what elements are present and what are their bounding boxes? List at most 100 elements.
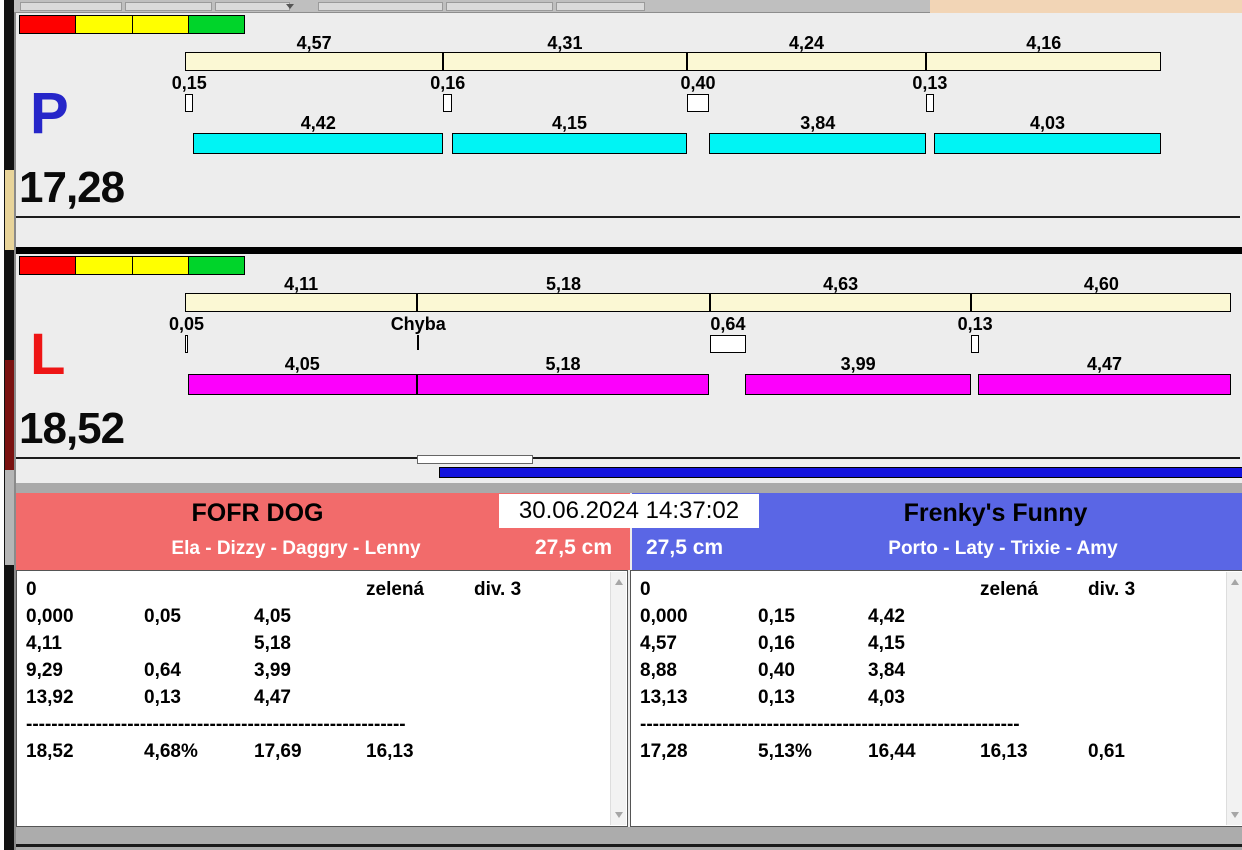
scrollbar[interactable] (1226, 572, 1242, 825)
log-cell: 0,000 (26, 606, 74, 627)
error-tick (417, 335, 420, 350)
dog-time-label: 4,05 (284, 354, 320, 374)
traffic-light-segment (187, 15, 245, 34)
log-cell (144, 576, 254, 603)
scroll-down-arrow[interactable] (615, 812, 623, 818)
split-bar (185, 293, 1231, 312)
team-dogs: Porto - Laty - Trixie - Amy (888, 538, 1118, 559)
log-cell: 4,05 (254, 606, 291, 627)
dog-time-bar (709, 133, 927, 154)
log-cell: 3,99 (254, 660, 291, 681)
jump-height-label: 27,5 cm (646, 536, 724, 559)
split-segment (444, 53, 688, 70)
log-cell: 0,40 (758, 660, 795, 681)
log-cell: 4,42 (868, 606, 905, 627)
log-cell: 0,64 (144, 660, 181, 681)
scroll-up-arrow[interactable] (615, 579, 623, 585)
team-right-log[interactable]: 0 zelená div. 3 0,000 0,15 4,42 4,57 0,16 4,15 8,… (630, 570, 1242, 827)
separator-band (16, 483, 1242, 493)
traffic-light-segment (75, 256, 133, 275)
scroll-down-arrow[interactable] (1231, 812, 1239, 818)
background-toolbar-strip (14, 0, 930, 13)
dog-time-bar (193, 133, 444, 154)
log-cell: 9,29 (26, 660, 63, 681)
jump-height-label: 27,5 cm (534, 536, 612, 559)
dog-time-label: 3,99 (840, 354, 876, 374)
log-cell: 4,57 (640, 633, 677, 654)
dog-time-label: 4,47 (1087, 354, 1123, 374)
log-cell: 0,61 (1088, 741, 1125, 762)
lane-l-section: 4,11 5,18 4,63 4,60 0,05 Chyba 0,64 0,13 4,05 5… (16, 254, 1242, 483)
lane-letter: P (30, 81, 69, 146)
split-time-label: 4,31 (547, 33, 583, 53)
team-dogs: Ela - Dizzy - Daggry - Lenny (171, 538, 421, 559)
changeover-label: Chyba (390, 314, 446, 334)
dog-time-bar (452, 133, 687, 154)
log-cell: 0,000 (640, 606, 688, 627)
log-cell: 18,52 (26, 741, 74, 762)
log-cell: 5,18 (254, 633, 291, 654)
scroll-up-arrow[interactable] (1231, 579, 1239, 585)
log-cell: 4,15 (868, 633, 905, 654)
section-divider (16, 247, 1242, 254)
log-row: ----------------------------------------… (640, 711, 1221, 738)
log-cell: 17,69 (254, 741, 302, 762)
log-cell: 0,13 (144, 687, 181, 708)
log-row: 0,000 0,15 4,42 (640, 603, 1221, 630)
changeover-box (443, 94, 453, 112)
team-left-log[interactable]: 0 zelená div. 3 0,000 0,05 4,05 4,11 5,18 9,29 0,… (16, 570, 628, 827)
log-row: ----------------------------------------… (26, 711, 605, 738)
log-cell: 0 (640, 579, 651, 600)
log-cell: 4,68% (144, 741, 198, 762)
log-cell: 0 (26, 579, 37, 600)
changeover-label: 0,16 (430, 73, 466, 93)
scrollbar[interactable] (610, 572, 626, 825)
changeover-box (185, 94, 194, 112)
log-cell: 0,05 (144, 606, 181, 627)
log-cell: 3,84 (868, 660, 905, 681)
log-cell: 16,44 (868, 741, 916, 762)
split-time-label: 4,57 (296, 33, 332, 53)
dog-time-bar (978, 374, 1231, 395)
split-bar (185, 52, 1161, 71)
team-name: FOFR DOG (191, 499, 324, 527)
changeover-label: 0,13 (912, 73, 948, 93)
changeover-label: 0,64 (710, 314, 746, 334)
background-window-edge (0, 0, 14, 850)
dog-time-bar (187, 374, 417, 395)
changeover-box (971, 335, 979, 353)
log-cell: div. 3 (1088, 579, 1136, 600)
log-cell: zelená (980, 579, 1039, 600)
log-row: 17,28 5,13% 16,44 16,13 0,61 (640, 738, 1221, 765)
changeover-box (686, 94, 710, 112)
split-segment (186, 53, 445, 70)
changeover-box (709, 335, 747, 353)
split-segment (418, 294, 711, 311)
log-cell: 0,15 (758, 606, 795, 627)
log-row: 9,29 0,64 3,99 (26, 657, 605, 684)
split-time-label: 5,18 (546, 274, 582, 294)
log-cell: 16,13 (366, 741, 414, 762)
changeover-label: 0,05 (168, 314, 205, 334)
dog-time-label: 4,15 (551, 113, 587, 133)
log-cell: 0,13 (758, 687, 795, 708)
changeover-box (926, 94, 934, 112)
split-time-label: 4,63 (823, 274, 859, 294)
dog-time-bar (416, 374, 710, 395)
log-row: 0,000 0,05 4,05 (26, 603, 605, 630)
split-segment (972, 294, 1232, 311)
log-cell (758, 576, 868, 603)
split-time-label: 4,24 (788, 33, 825, 53)
split-segment (927, 53, 1162, 70)
split-time-label: 4,11 (284, 274, 319, 294)
log-cell: 4,03 (868, 687, 905, 708)
team-name: Frenky's Funny (903, 499, 1088, 527)
dog-time-bar (745, 374, 971, 395)
separator-line (16, 457, 1240, 459)
log-cell: 13,92 (26, 687, 74, 708)
log-cell: 4,47 (254, 687, 291, 708)
log-cell: 16,13 (980, 741, 1028, 762)
changeover-label: 0,40 (680, 73, 716, 93)
log-cell: 5,13% (758, 741, 812, 762)
